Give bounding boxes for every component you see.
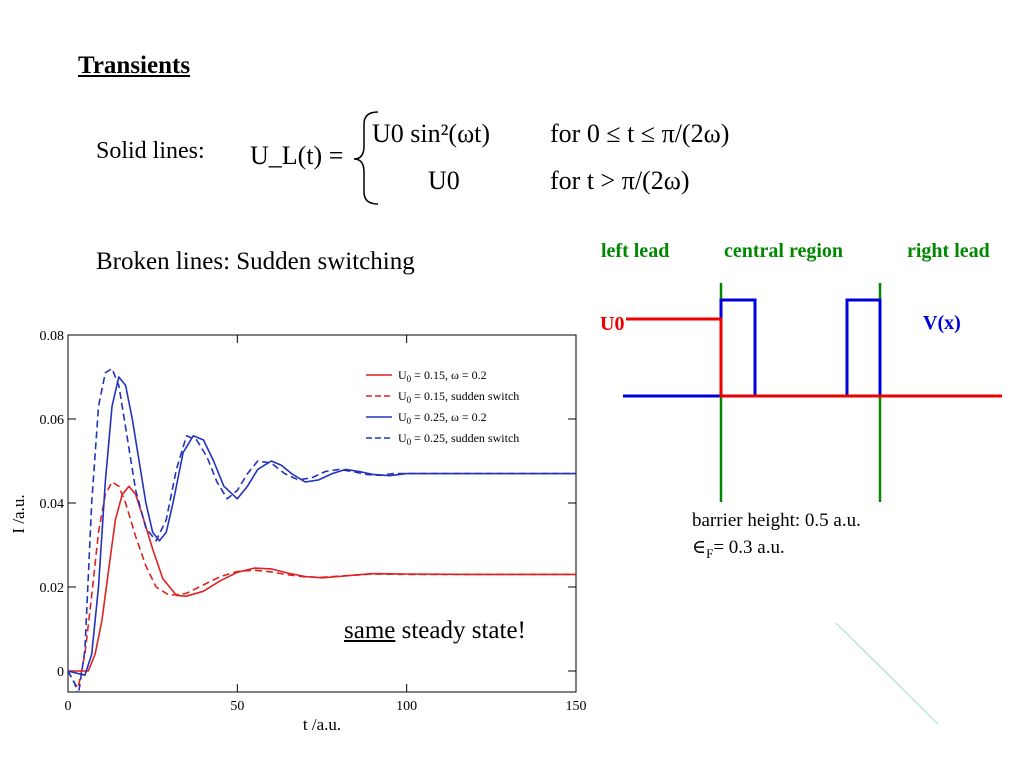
fermi-value: = 0.3 a.u. [713,537,785,558]
series-line-2 [68,481,576,689]
formula-case1-cond: for 0 ≤ t ≤ π/(2ω) [550,119,729,148]
potential-diagram: U0 V(x) [600,283,1002,502]
bias-potential-line [626,317,1002,398]
y-tick-label: 0.08 [40,329,65,344]
y-axis-label: I /a.u. [9,494,28,533]
steady-state-same: same [344,617,396,644]
fermi-energy-note: ∈F= 0.3 a.u. [692,536,785,562]
fermi-symbol: ∈ [692,537,707,558]
chart-legend: U0 = 0.15, ω = 0.2 U0 = 0.15, sudden swit… [366,368,519,447]
legend-entry-1: U0 = 0.15, ω = 0.2 [398,368,487,384]
y-tick-label: 0 [57,665,64,680]
legend-entry-2: U0 = 0.15, sudden switch [398,389,519,405]
steady-state-rest: steady state! [395,617,526,644]
barrier-height-note: barrier height: 0.5 a.u. [692,510,861,531]
formula-case2-expr: U0 [428,166,460,195]
solid-lines-label: Solid lines: [96,138,205,164]
x-tick-label: 100 [396,699,417,714]
x-tick-label: 50 [230,699,244,714]
formula-case1-expr: U0 sin²(ωt) [372,119,490,148]
y-tick-label: 0.04 [40,497,65,512]
broken-lines-label: Broken lines: Sudden switching [96,248,415,275]
vx-label: V(x) [923,312,961,334]
u0-label: U0 [600,313,624,335]
series-line-4 [68,367,576,692]
x-tick-label: 0 [65,699,72,714]
steady-state-note: same steady state! [344,617,526,645]
y-tick-label: 0.02 [40,581,65,596]
decorative-line [835,622,939,725]
formula-case2-cond: for t > π/(2ω) [550,166,689,195]
switching-formula: U_L(t) = U0 sin²(ωt) for 0 ≤ t ≤ π/(2ω) … [250,111,729,205]
left-lead-label: left lead [601,240,670,262]
plot-frame [67,334,577,693]
legend-entry-3: U0 = 0.25, ω = 0.2 [398,410,487,426]
brace-icon [353,111,379,205]
legend-entry-4: U0 = 0.25, sudden switch [398,431,519,447]
y-tick-label: 0.06 [40,413,65,428]
series-line-1 [68,485,576,672]
central-region-label: central region [724,240,844,262]
slide-title: Transients [78,52,191,79]
x-tick-label: 150 [566,699,587,714]
x-axis-label: t /a.u. [303,715,341,734]
current-chart: 0 50 100 150 0 0.02 0.04 0.06 0.08 U0 = 0.15, ω … [9,329,587,734]
fermi-subscript: F [706,545,714,561]
formula-lhs: U_L(t) = [250,141,343,170]
right-lead-label: right lead [907,240,990,262]
series-line-3 [68,376,576,677]
